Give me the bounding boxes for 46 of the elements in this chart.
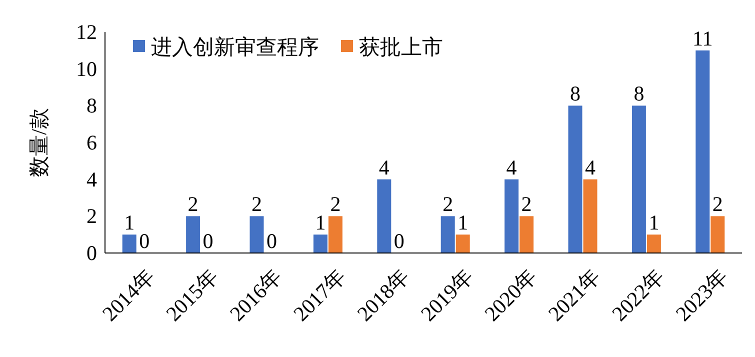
bar [504, 179, 519, 253]
y-axis-title: 数量/款 [27, 108, 51, 177]
bar [186, 216, 200, 253]
bar [520, 216, 534, 253]
y-tick-label: 10 [76, 56, 97, 81]
data-label: 8 [634, 82, 644, 106]
y-tick-label: 12 [76, 20, 97, 44]
bar [328, 216, 342, 253]
data-label: 4 [378, 155, 390, 180]
bar [313, 234, 328, 253]
data-label: 2 [330, 192, 341, 216]
data-label: 2 [252, 192, 262, 216]
bar [632, 106, 646, 253]
data-label: 2 [442, 192, 454, 216]
bar [456, 234, 470, 253]
bar [710, 216, 725, 253]
data-label: 1 [124, 210, 135, 235]
legend-label: 进入创新审查程序 [151, 35, 319, 59]
data-label: 1 [648, 210, 660, 235]
bar [377, 179, 392, 253]
y-tick-label: 6 [86, 130, 97, 154]
data-label: 0 [202, 229, 214, 253]
data-label: 2 [188, 192, 198, 216]
y-tick-label: 0 [86, 241, 97, 265]
data-label: 1 [315, 210, 326, 235]
data-label: 8 [570, 82, 580, 106]
data-label: 4 [506, 155, 518, 180]
bar [646, 234, 661, 253]
bar [250, 216, 264, 253]
data-label: 0 [266, 229, 277, 253]
bar [696, 50, 710, 253]
legend-label: 获批上市 [359, 35, 443, 59]
y-tick-label: 8 [86, 94, 97, 118]
data-label: 1 [458, 210, 468, 235]
y-tick-label: 2 [86, 204, 97, 228]
y-tick-label: 4 [86, 167, 98, 192]
bar [568, 106, 582, 253]
bar [583, 179, 598, 253]
bar [440, 216, 455, 253]
data-label: 2 [521, 192, 532, 216]
data-label: 0 [394, 229, 404, 253]
data-label: 0 [139, 229, 150, 253]
data-label: 4 [585, 155, 596, 180]
data-label: 2 [712, 192, 723, 216]
data-label: 11 [692, 26, 713, 50]
bar [122, 234, 136, 253]
